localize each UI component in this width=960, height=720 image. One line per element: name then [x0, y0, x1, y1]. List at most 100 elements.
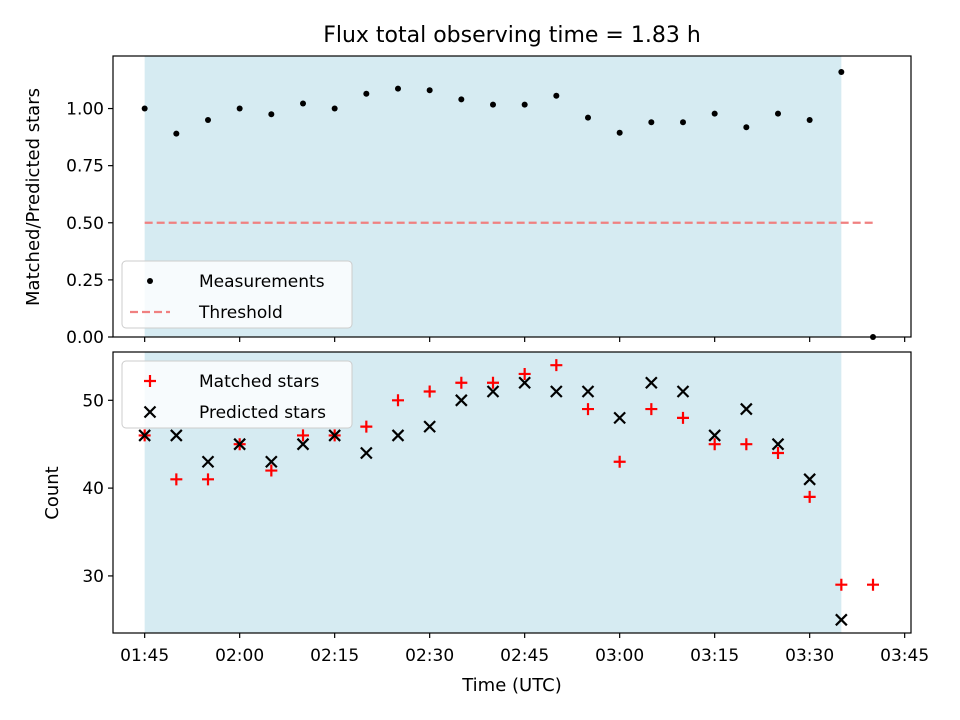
- bottom-x-tick-label: 02:00: [215, 646, 264, 666]
- predicted-stars-point: [581, 385, 595, 398]
- predicted-stars-point: [201, 455, 215, 469]
- matched-stars-point: [677, 411, 689, 424]
- measurement-point: [680, 119, 686, 126]
- bottom-y-tick-label: 40: [82, 479, 104, 499]
- measurement-point: [236, 105, 243, 112]
- top-y-tick-label: 0.25: [66, 271, 104, 291]
- measurement-point: [806, 116, 813, 123]
- matched-stars-point: [613, 455, 626, 468]
- chart-title: Flux total observing time = 1.83 h: [323, 23, 701, 48]
- matched-stars-point: [423, 385, 436, 398]
- legend-matched-marker: [144, 375, 156, 387]
- bottom-x-tick-label: 03:15: [690, 646, 739, 666]
- predicted-stars-point: [265, 455, 278, 469]
- predicted-stars-point: [835, 613, 848, 627]
- bottom-legend: Matched stars Predicted stars: [121, 360, 353, 429]
- measurement-point: [711, 110, 718, 117]
- predicted-stars-point: [740, 402, 753, 416]
- measurement-point: [648, 119, 655, 126]
- matched-stars-point: [360, 420, 373, 433]
- predicted-stars-point: [486, 385, 500, 398]
- predicted-stars-point: [613, 411, 626, 425]
- measurement-point: [300, 100, 306, 107]
- predicted-stars-point: [170, 429, 183, 442]
- top-y-tick-label: 1.00: [66, 100, 104, 120]
- legend-box: [121, 260, 353, 329]
- matched-stars-point: [740, 438, 753, 451]
- predicted-stars-point: [645, 376, 658, 390]
- measurement-point: [743, 124, 750, 131]
- measurement-point: [331, 105, 338, 112]
- top-legend: Measurements Threshold: [121, 260, 353, 329]
- legend-label: Threshold: [198, 303, 283, 323]
- matched-stars-point: [772, 446, 784, 459]
- measurement-point: [141, 105, 148, 112]
- measurement-point: [775, 110, 781, 117]
- top-y-tick-label: 0.00: [66, 328, 104, 348]
- matched-stars-point: [835, 578, 848, 591]
- matched-stars-point: [803, 490, 816, 503]
- legend-box: [121, 360, 353, 429]
- predicted-stars-point: [676, 385, 690, 398]
- measurement-point: [395, 85, 401, 92]
- matched-stars-point: [297, 429, 309, 442]
- measurement-point: [458, 96, 465, 103]
- matched-stars-point: [550, 359, 563, 372]
- matched-stars-point: [265, 464, 278, 477]
- measurement-point: [426, 87, 433, 94]
- panel-star-counts: 30 40 50 01:45 02:00 02:15 02:30 02:45 03:00 03:1…: [82, 351, 929, 666]
- x-axis-label: Time (UTC): [461, 675, 562, 696]
- matched-stars-point: [392, 394, 404, 407]
- legend-predicted-marker: [143, 405, 157, 419]
- predicted-stars-point: [233, 437, 246, 451]
- matched-stars-point: [582, 403, 594, 416]
- measurement-point: [838, 68, 845, 75]
- matched-stars-point: [487, 376, 499, 389]
- predicted-stars-point: [138, 429, 151, 442]
- predicted-stars-point: [423, 420, 436, 433]
- measurement-point: [616, 129, 623, 136]
- panel-measurement-ratio: 0.00 0.25 0.50 0.75 1.00 Measurements Threshol…: [66, 55, 912, 348]
- bottom-x-tick-label: 03:30: [785, 646, 834, 666]
- bottom-y-tick-label: 30: [82, 567, 104, 587]
- legend-label: Predicted stars: [199, 403, 326, 423]
- predicted-stars-point: [328, 429, 341, 442]
- bottom-x-tick-label: 02:30: [405, 646, 454, 666]
- legend-label: Measurements: [199, 272, 325, 292]
- predicted-stars-point: [296, 437, 310, 451]
- measurement-point: [490, 101, 496, 108]
- bottom-x-tick-label: 02:45: [500, 646, 549, 666]
- predicted-stars-point: [771, 437, 785, 451]
- top-y-tick-label: 0.75: [66, 157, 104, 177]
- top-y-tick-label: 0.50: [66, 214, 104, 234]
- bottom-y-tick-label: 50: [82, 391, 104, 411]
- matched-stars-point: [708, 438, 721, 451]
- measurement-point: [585, 114, 591, 121]
- matched-stars-point: [645, 403, 658, 416]
- matched-stars-point: [867, 578, 879, 591]
- top-y-axis-label: Matched/Predicted stars: [23, 88, 44, 306]
- measurement-point: [173, 130, 180, 137]
- bottom-x-tick-label: 03:45: [880, 646, 929, 666]
- measurement-point: [268, 111, 275, 118]
- top-axes-frame: [112, 55, 912, 338]
- matched-stars-point: [170, 473, 183, 486]
- bottom-x-tick-label: 03:00: [595, 646, 644, 666]
- bottom-axes-frame: [112, 351, 912, 634]
- legend-measurement-marker: [147, 278, 153, 284]
- predicted-stars-point: [550, 385, 563, 398]
- bottom-y-axis-label: Count: [42, 466, 63, 519]
- legend-label: Matched stars: [199, 372, 319, 392]
- matched-stars-point: [455, 376, 468, 389]
- predicted-stars-point: [455, 394, 468, 407]
- bottom-x-tick-label: 02:15: [310, 646, 359, 666]
- predicted-stars-point: [803, 473, 816, 486]
- predicted-stars-point: [708, 429, 721, 442]
- predicted-stars-point: [518, 376, 531, 390]
- matched-stars-point: [202, 473, 214, 486]
- measurement-point: [553, 92, 560, 99]
- measurement-point: [521, 101, 528, 108]
- measurement-point: [205, 116, 211, 123]
- predicted-stars-point: [360, 446, 373, 460]
